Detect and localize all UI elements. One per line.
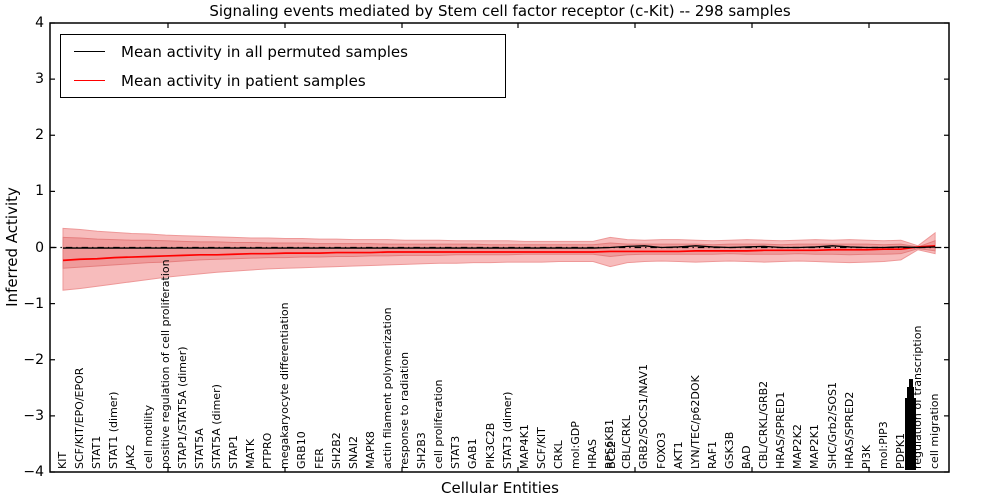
- entity-label: GAB1: [466, 438, 480, 469]
- entity-label: GSK3B: [722, 431, 736, 469]
- y-tick-label: 3: [35, 71, 44, 88]
- y-tick-label: −3: [23, 407, 44, 424]
- entity-label: STAP1/STAT5A (dimer): [175, 346, 189, 469]
- entity-label: PI3K: [859, 444, 873, 469]
- legend-entry-patient: Mean activity in patient samples: [61, 72, 505, 90]
- entity-label: STAT3 (dimer): [500, 391, 514, 469]
- legend-entry-permuted: Mean activity in all permuted samples: [61, 43, 505, 61]
- entity-label: STAT5A (dimer): [209, 384, 223, 469]
- entity-label: MAP2K2: [791, 424, 805, 469]
- entity-label: RAF1: [705, 440, 719, 469]
- legend-label: Mean activity in all permuted samples: [121, 42, 408, 61]
- entity-label: mol:PIP3: [876, 421, 890, 469]
- unreadable-label-blob: [909, 379, 913, 388]
- entity-label: LYN/TEC/p62DOK: [688, 375, 702, 469]
- entity-label: mol:GDP: [569, 421, 582, 469]
- y-tick-label: 0: [35, 239, 44, 256]
- entity-label: MATK: [244, 438, 258, 469]
- legend-label: Mean activity in patient samples: [121, 71, 366, 90]
- entity-label: megakaryocyte differentiation: [278, 302, 292, 469]
- entity-label: SNAI2: [346, 436, 360, 469]
- y-tick-label: −4: [23, 464, 44, 480]
- entity-label: STAT1: [90, 435, 104, 469]
- entity-label: SH2B2: [329, 432, 343, 469]
- entity-label: actin filament polymerization: [380, 307, 394, 469]
- entity-label: CRKL: [551, 440, 565, 469]
- entity-label: HRAS/SPRED1: [774, 391, 788, 469]
- entity-label: SCF/KIT/EPO/EPOR: [73, 367, 87, 469]
- entity-label: JAK2: [124, 444, 138, 469]
- y-tick-label: 1: [35, 183, 44, 200]
- entity-label: cell migration: [928, 393, 942, 469]
- chart-title: Signaling events mediated by Stem cell f…: [209, 2, 791, 20]
- unreadable-label-blob: [905, 398, 916, 470]
- entity-label: STAT5A: [192, 428, 206, 469]
- entity-label: HRAS/SPRED2: [842, 391, 856, 469]
- entity-label: PTPRO: [261, 432, 275, 469]
- y-tick-label: 4: [35, 15, 44, 31]
- entity-label: HRAS: [586, 439, 600, 469]
- entity-label: MAP2K1: [808, 424, 822, 469]
- y-tick-label: −2: [23, 351, 44, 368]
- series-line-patient: [62, 244, 936, 262]
- entity-label: SCF/KIT: [534, 427, 548, 469]
- entity-label: STAT1 (dimer): [107, 391, 121, 469]
- y-tick-label: −1: [23, 295, 44, 312]
- entity-label: BAD: [740, 445, 753, 469]
- entity-label: STAT3: [449, 435, 463, 469]
- entity-label: response to radiation: [398, 351, 411, 469]
- entity-label: SHC/Grb2/SOS1: [825, 382, 839, 469]
- legend-line-red: [74, 80, 105, 81]
- entity-label: AKT1: [671, 441, 685, 469]
- unreadable-label-blob: [907, 387, 914, 400]
- entity-label: MAP4K1: [517, 424, 531, 469]
- y-tick-label: 2: [35, 127, 44, 144]
- entity-label: MAPK8: [363, 431, 377, 469]
- entity-label: GRB10: [295, 431, 309, 469]
- entity-label: FER: [312, 448, 326, 469]
- entity-label: GRB2/SOCS1/NAV1: [637, 364, 651, 469]
- entity-label: STAP1: [227, 434, 240, 469]
- x-axis-label: Cellular Entities: [441, 479, 559, 497]
- legend-line-black: [74, 51, 105, 52]
- entity-label: KIT: [56, 451, 69, 469]
- entity-label: cell motility: [141, 404, 155, 469]
- entity-label: cell proliferation: [432, 379, 446, 469]
- entity-label: CBL/CRKL/GRB2: [757, 380, 771, 469]
- entity-label: SH2B3: [415, 432, 429, 469]
- entity-label: PIK3C2B: [483, 422, 497, 469]
- entity-label-overlapped: BCL2: [605, 440, 619, 469]
- legend-box: Mean activity in all permuted samples Me…: [60, 34, 506, 98]
- entity-label: positive regulation of cell proliferatio…: [158, 259, 172, 469]
- entity-label: FOXO3: [654, 432, 668, 469]
- entity-label: CBL/CRKL: [620, 415, 634, 469]
